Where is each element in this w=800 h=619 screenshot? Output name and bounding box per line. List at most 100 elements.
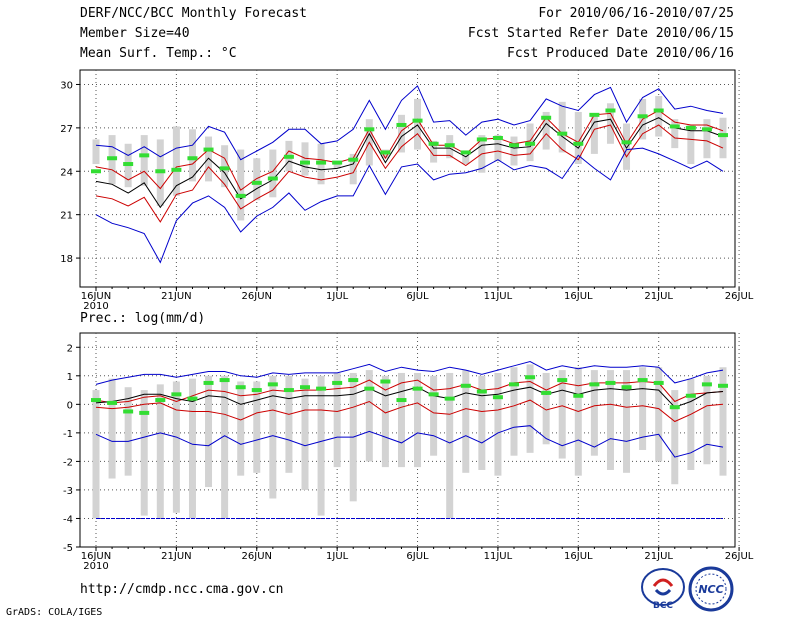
spread-bar (237, 149, 245, 221)
green-marker (283, 388, 294, 393)
green-marker (107, 156, 118, 161)
y-tick-label: 27 (60, 124, 73, 135)
spread-bar (462, 370, 470, 473)
green-marker (605, 380, 616, 385)
green-marker (637, 378, 648, 383)
forecast-period: For 2010/06/16-2010/07/25 (538, 6, 734, 21)
footer-url[interactable]: http://cmdp.ncc.cma.gov.cn (80, 582, 284, 597)
spread-bar (510, 136, 518, 166)
forecast-produced: Fcst Produced Date 2010/06/16 (507, 46, 734, 61)
y-tick-label: 24 (60, 167, 73, 178)
spread-upper-line (95, 109, 724, 191)
plot-frame (79, 332, 736, 548)
spread-bar (494, 135, 502, 162)
ensemble-mean-line (95, 386, 724, 408)
spread-bar (542, 111, 550, 150)
green-marker (171, 167, 182, 172)
green-marker (541, 115, 552, 120)
spread-bar (590, 113, 598, 154)
green-marker (107, 400, 118, 405)
spread-bar (542, 372, 550, 445)
green-marker (283, 154, 294, 159)
green-marker (605, 108, 616, 113)
spread-bar (381, 375, 389, 468)
green-marker (718, 383, 728, 388)
x-tick-label: 16JUN (81, 551, 111, 562)
green-marker (300, 160, 310, 165)
spread-bar (301, 378, 309, 490)
ensemble-max-line (95, 360, 724, 385)
spread-bar (124, 387, 132, 476)
x-tick-label: 26JUN (242, 551, 272, 562)
green-marker (653, 380, 664, 385)
spread-bar (623, 123, 631, 170)
spread-bar (285, 375, 293, 473)
x-tick-label: 16JUL (564, 551, 593, 562)
green-marker (428, 141, 439, 146)
green-marker (396, 122, 407, 127)
green-marker (621, 385, 632, 390)
spread-bar (333, 162, 341, 169)
y-tick-label: 30 (60, 80, 73, 91)
panel-precipitation: -5 -4 -3 -2 -1 0 1 2 16JUN 21JUN 26JUN 1JUL 6JUL 11JU… (63, 332, 754, 572)
spread-bar (188, 129, 196, 182)
green-marker (509, 143, 519, 148)
spread-bar (719, 117, 727, 159)
x-year-label: 2010 (83, 301, 108, 312)
green-marker (139, 153, 150, 158)
green-marker (300, 385, 310, 390)
green-marker (589, 382, 600, 387)
spread-bar (253, 381, 261, 473)
green-marker (573, 393, 584, 398)
spread-bar (671, 119, 679, 149)
spread-bar (205, 136, 213, 182)
ensemble-max-line (95, 85, 724, 161)
x-tick-label: 16JUL (564, 291, 593, 302)
spread-bar (397, 372, 405, 468)
spread-bar (590, 370, 598, 456)
spread-bar (574, 111, 582, 165)
spread-bar (253, 158, 261, 201)
spread-bar (655, 367, 663, 462)
green-marker (155, 169, 166, 174)
spread-bar (526, 364, 534, 453)
green-marker (637, 114, 648, 119)
green-marker (139, 410, 150, 415)
spread-bar (639, 367, 647, 450)
green-marker (412, 118, 423, 123)
spread-bar (92, 139, 100, 165)
green-marker (444, 396, 455, 401)
spread-bar (349, 153, 357, 185)
spread-lower-line (95, 124, 724, 223)
ensemble-min-line (95, 147, 724, 264)
x-tick-label: 11JUL (484, 551, 513, 562)
spread-bar (414, 98, 422, 150)
x-tick-label: 26JUL (725, 291, 754, 302)
spread-bar (140, 390, 148, 516)
spread-bar (301, 142, 309, 176)
green-marker (460, 150, 471, 155)
green-marker (219, 166, 230, 171)
green-marker (380, 379, 391, 384)
spread-bar (365, 370, 373, 462)
green-marker (525, 375, 536, 380)
spread-bar (671, 390, 679, 485)
x-tick-label: 26JUN (242, 291, 272, 302)
green-marker (332, 160, 343, 165)
ncc-logo-icon: NCC (688, 566, 734, 612)
spread-bar (237, 381, 245, 476)
spread-bar (703, 375, 711, 465)
green-marker (348, 378, 359, 383)
bcc-logo: BCC (640, 568, 686, 611)
y-tick-label: 1 (67, 372, 73, 383)
spread-upper-line (95, 379, 724, 404)
spread-bar (703, 119, 711, 159)
green-marker (669, 405, 680, 410)
green-marker (701, 127, 712, 132)
y-tick-label: -3 (63, 486, 73, 497)
green-marker (557, 378, 568, 383)
spread-bar (188, 378, 196, 519)
spread-bar (494, 372, 502, 476)
x-tick-label: 1JUL (326, 291, 349, 302)
